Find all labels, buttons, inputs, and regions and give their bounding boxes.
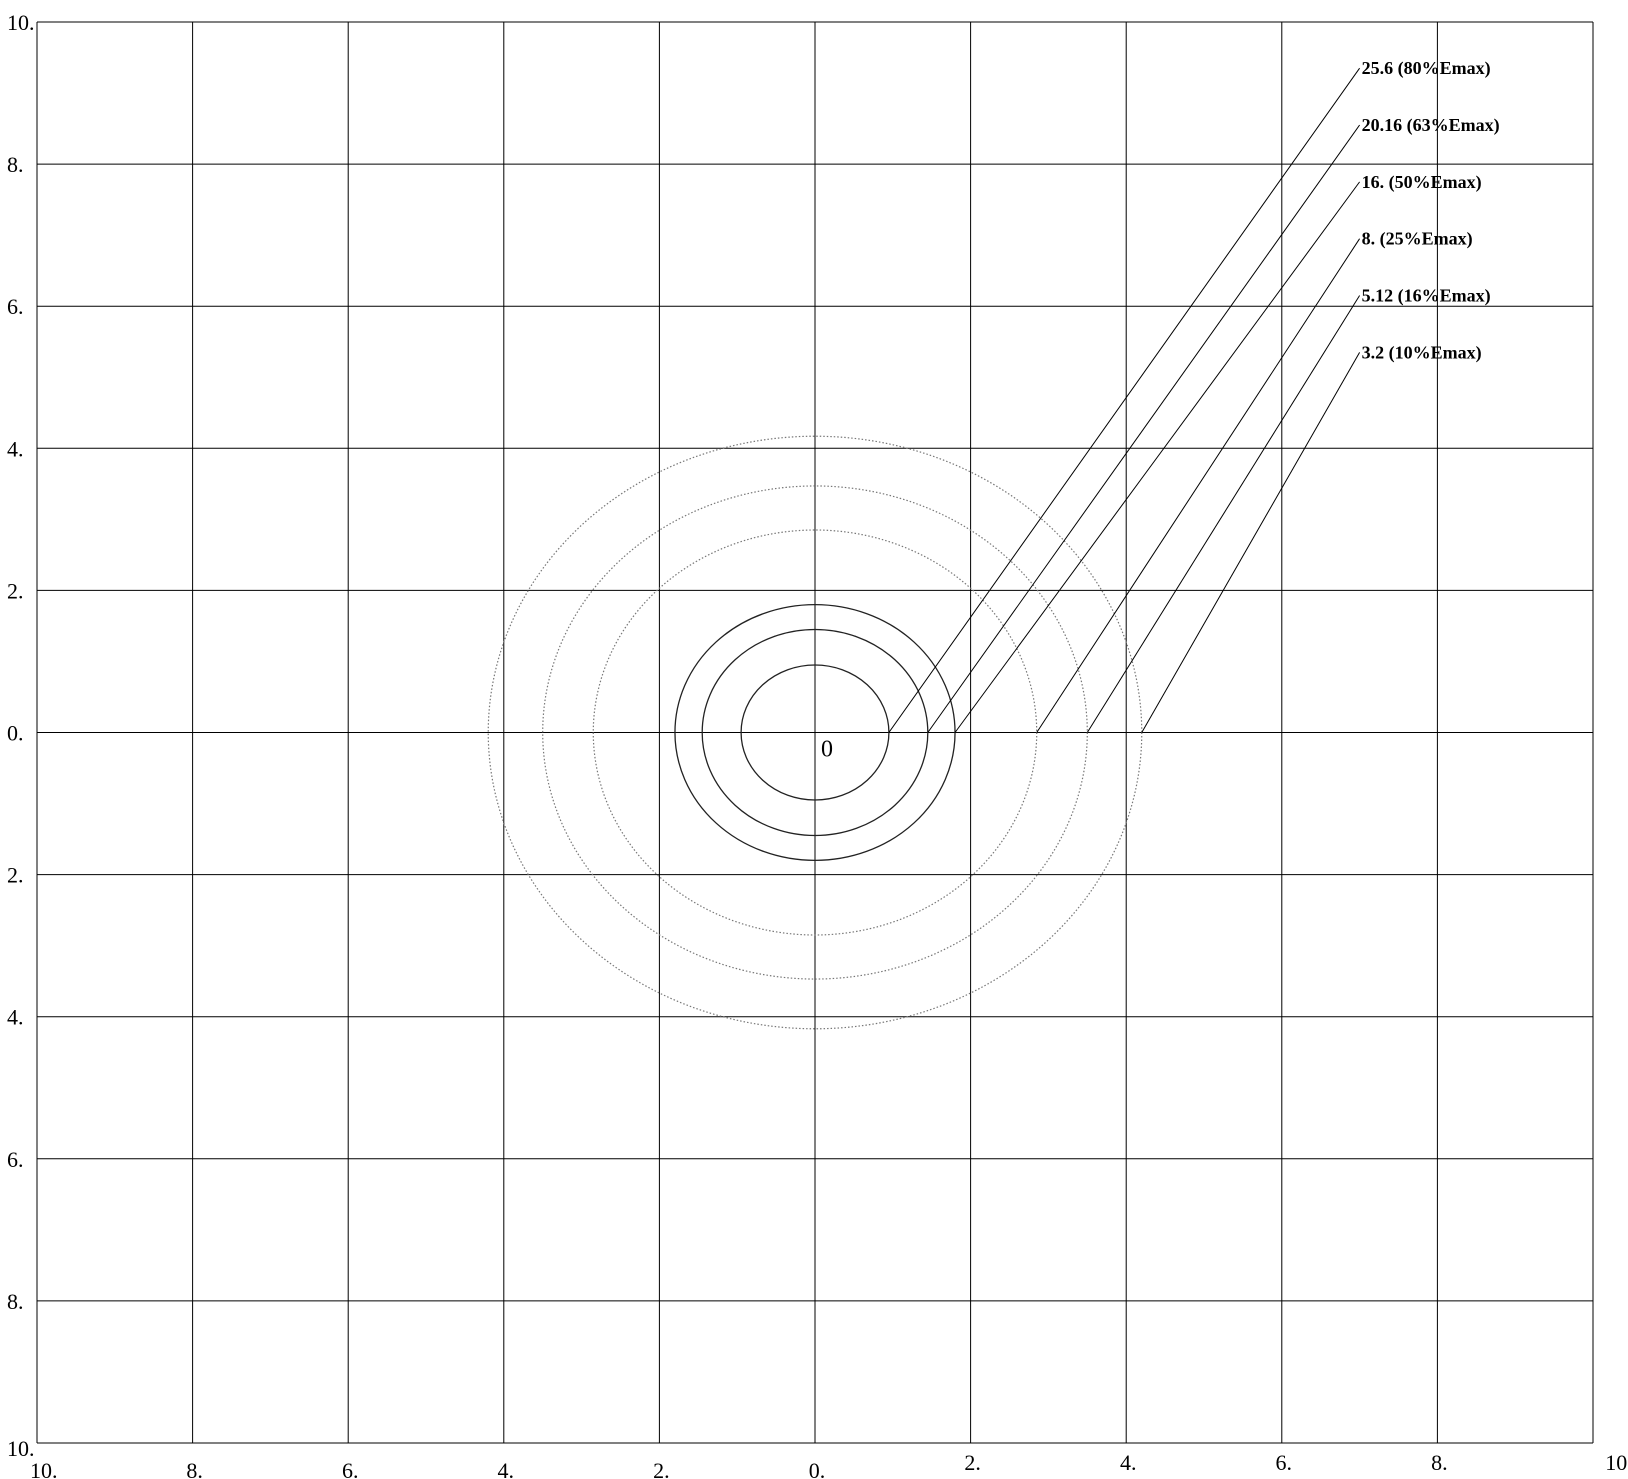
x-tick-label: 10. [30,1458,58,1479]
y-tick-label: 8. [7,152,24,177]
y-tick-label: 0. [7,721,24,746]
y-tick-label: 4. [7,1005,24,1030]
y-axis-tick-labels: 10. 8. 6. 4. 2. 0. 2. 4. 6. 8. 10. [7,10,35,1461]
x-tick-label: 10. [1605,1450,1628,1475]
x-tick-label: 6. [342,1458,359,1479]
leader-line-1 [927,124,1361,733]
x-tick-label: 2. [964,1450,981,1475]
grid [36,21,1594,1444]
x-tick-label: 0. [809,1458,826,1479]
x-axis-tick-labels: 10. 8. 6. 4. 2. 0. 2. 4. 6. 8. 10. [30,1450,1628,1479]
contour-label-1: 20.16 (63%Emax) [1362,115,1500,136]
leader-line-4 [1086,295,1361,733]
contour-label-2: 16. (50%Emax) [1362,172,1482,193]
y-tick-label: 8. [7,1289,24,1314]
x-tick-label: 2. [653,1458,670,1479]
leader-line-2 [954,181,1361,733]
x-tick-label: 6. [1276,1450,1293,1475]
leader-line-0 [888,67,1361,733]
leader-lines [888,67,1361,733]
contour-labels: 25.6 (80%Emax) 20.16 (63%Emax) 16. (50%Ema… [1362,58,1500,363]
y-tick-label: 2. [7,863,24,888]
y-tick-label: 4. [7,436,24,461]
origin-label: 0 [821,737,833,763]
y-tick-label: 6. [7,1147,24,1172]
contour-label-0: 25.6 (80%Emax) [1362,58,1491,79]
y-tick-label: 10. [7,10,35,35]
y-tick-label: 6. [7,294,24,319]
leader-line-3 [1036,238,1361,733]
x-tick-label: 4. [1120,1450,1137,1475]
contour-label-4: 5.12 (16%Emax) [1362,286,1491,307]
contour-label-3: 8. (25%Emax) [1362,229,1473,250]
contour-label-5: 3.2 (10%Emax) [1362,342,1482,363]
x-tick-label: 8. [1431,1450,1448,1475]
x-tick-label: 4. [498,1458,515,1479]
x-tick-label: 8. [186,1458,203,1479]
leader-line-5 [1141,352,1361,733]
y-tick-label: 10. [7,1436,35,1461]
y-tick-label: 2. [7,578,24,603]
